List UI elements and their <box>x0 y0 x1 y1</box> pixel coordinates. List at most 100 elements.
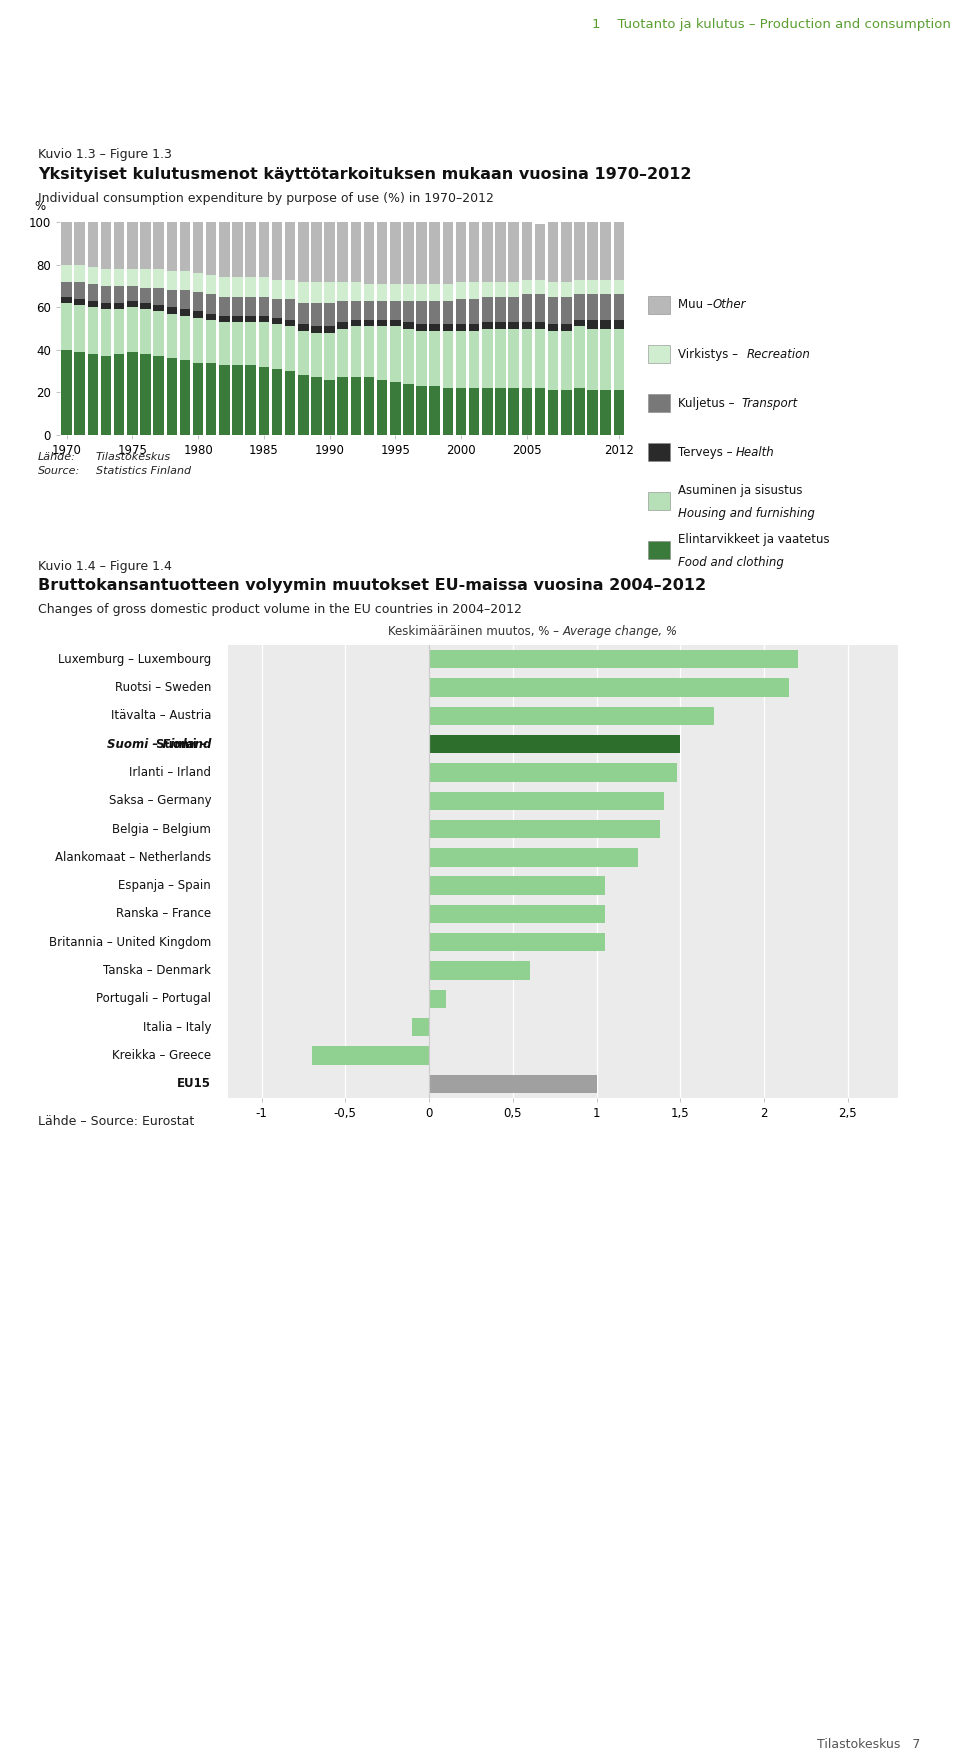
Bar <box>127 352 137 434</box>
Bar <box>429 905 605 923</box>
Bar <box>390 301 400 320</box>
Bar <box>548 324 559 331</box>
Bar <box>600 222 611 280</box>
Bar <box>600 329 611 390</box>
Bar <box>390 320 400 326</box>
Bar <box>298 282 308 303</box>
Bar <box>390 284 400 301</box>
Bar <box>509 329 519 389</box>
Bar <box>548 331 559 390</box>
Bar <box>429 284 440 301</box>
Bar <box>61 350 72 434</box>
Text: Britannia – United Kingdom: Britannia – United Kingdom <box>49 935 211 949</box>
Bar <box>561 282 571 296</box>
Bar <box>429 989 445 1009</box>
Bar <box>324 380 335 434</box>
Bar <box>429 819 660 839</box>
Bar <box>390 382 400 434</box>
Bar <box>417 331 427 385</box>
Bar <box>429 961 530 981</box>
Bar <box>114 270 125 285</box>
Bar <box>364 326 374 378</box>
Bar <box>140 222 151 270</box>
Bar <box>127 222 137 270</box>
Text: Food and clothing: Food and clothing <box>678 555 784 569</box>
Bar <box>377 380 388 434</box>
Bar <box>258 277 269 296</box>
Bar <box>613 280 624 294</box>
Bar <box>417 301 427 324</box>
Bar <box>114 285 125 303</box>
Text: Terveys –: Terveys – <box>678 445 736 459</box>
Bar <box>482 222 492 282</box>
Bar <box>87 306 98 354</box>
Bar <box>443 301 453 324</box>
Bar <box>403 322 414 329</box>
Bar <box>101 270 111 285</box>
Bar <box>272 369 282 434</box>
Bar <box>561 296 571 324</box>
Bar <box>429 324 440 331</box>
Bar <box>468 331 479 389</box>
Bar <box>588 320 598 329</box>
Text: Portugali – Portugal: Portugali – Portugal <box>96 993 211 1005</box>
Bar <box>417 324 427 331</box>
Bar <box>272 280 282 299</box>
Bar <box>61 303 72 350</box>
Bar <box>324 333 335 380</box>
Bar <box>219 322 229 364</box>
Bar <box>535 294 545 322</box>
Bar <box>258 222 269 277</box>
Bar <box>285 299 296 320</box>
Bar <box>350 378 361 434</box>
Bar <box>154 305 164 312</box>
Bar <box>114 310 125 354</box>
Bar <box>272 319 282 324</box>
Bar <box>193 273 204 292</box>
Bar <box>588 294 598 320</box>
Bar <box>417 284 427 301</box>
Bar <box>154 312 164 355</box>
Bar <box>535 280 545 294</box>
Bar <box>127 285 137 301</box>
Bar <box>588 280 598 294</box>
Text: Yksityiset kulutusmenot käyttötarkoituksen mukaan vuosina 1970–2012: Yksityiset kulutusmenot käyttötarkoituks… <box>38 166 691 182</box>
Bar <box>443 222 453 284</box>
Bar <box>338 329 348 378</box>
Text: Irlanti – Irland: Irlanti – Irland <box>130 765 211 779</box>
Bar <box>206 275 216 294</box>
Bar <box>468 389 479 434</box>
Bar <box>509 222 519 282</box>
Bar <box>193 319 204 362</box>
Text: Recreation: Recreation <box>747 347 811 361</box>
Bar <box>258 296 269 315</box>
Bar <box>232 315 243 322</box>
Bar <box>456 331 467 389</box>
Bar <box>246 222 256 277</box>
Bar <box>600 280 611 294</box>
Bar <box>246 296 256 315</box>
Bar <box>403 383 414 434</box>
Bar <box>561 324 571 331</box>
Bar <box>377 284 388 301</box>
Bar <box>338 322 348 329</box>
Bar <box>75 264 85 282</box>
Bar <box>101 310 111 355</box>
Bar <box>403 301 414 322</box>
Bar <box>232 222 243 277</box>
Bar <box>206 320 216 362</box>
Bar <box>509 389 519 434</box>
Bar <box>219 222 229 277</box>
Bar <box>350 301 361 320</box>
Text: Virkistys –: Virkistys – <box>678 347 742 361</box>
Bar <box>219 296 229 315</box>
Bar <box>482 296 492 322</box>
Text: Belgia – Belgium: Belgia – Belgium <box>112 823 211 835</box>
Text: Italia – Italy: Italia – Italy <box>143 1021 211 1033</box>
Text: Saksa – Germany: Saksa – Germany <box>108 795 211 807</box>
Bar <box>101 285 111 303</box>
Bar <box>390 222 400 284</box>
Bar <box>613 222 624 280</box>
Bar <box>258 368 269 434</box>
Text: Muu –: Muu – <box>678 298 716 312</box>
